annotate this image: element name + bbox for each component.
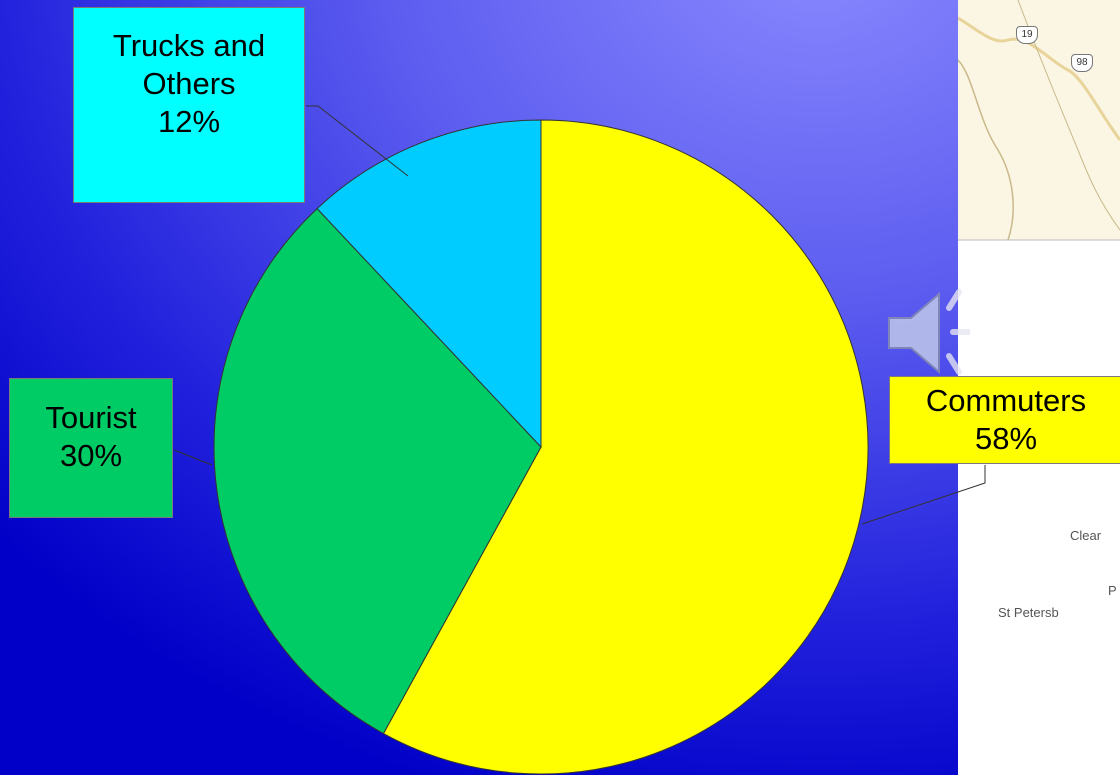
label-trucks-name-line1: Trucks and [112,28,266,63]
map-highway-shield: 19 [1016,26,1038,44]
label-trucks-name-line2: Others [142,66,236,101]
leader-line-tourist [173,449,213,466]
speaker-icon[interactable] [885,280,970,385]
label-tourist-value: 30% [59,438,123,473]
map-land-area [958,0,1120,240]
pie-slice-trucks-and-others [316,119,542,449]
map-place-label: Clear [1070,528,1102,543]
map-place-label: P [1108,583,1117,598]
label-commuters-name: Commuters [925,383,1087,418]
data-label-trucks: Trucks and Others 12% [73,7,305,203]
map-place-label: St Petersb [998,605,1059,620]
label-commuters-value: 58% [974,421,1038,456]
data-label-commuters: Commuters 58% [889,376,1120,464]
pie-slice-commuters [382,119,869,775]
pie-slices [213,119,869,775]
map-highway-shield: 98 [1071,54,1093,72]
label-trucks-value: 12% [157,104,221,139]
leader-lines [173,105,986,525]
leader-line-commuters [861,465,986,525]
label-tourist-name: Tourist [45,400,137,435]
data-label-tourist: Tourist 30% [9,378,173,518]
leader-line-trucks [306,105,409,177]
pie-slice-tourist [213,207,542,735]
